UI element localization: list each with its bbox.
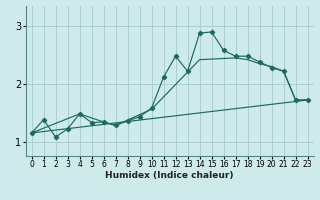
X-axis label: Humidex (Indice chaleur): Humidex (Indice chaleur)	[105, 171, 234, 180]
